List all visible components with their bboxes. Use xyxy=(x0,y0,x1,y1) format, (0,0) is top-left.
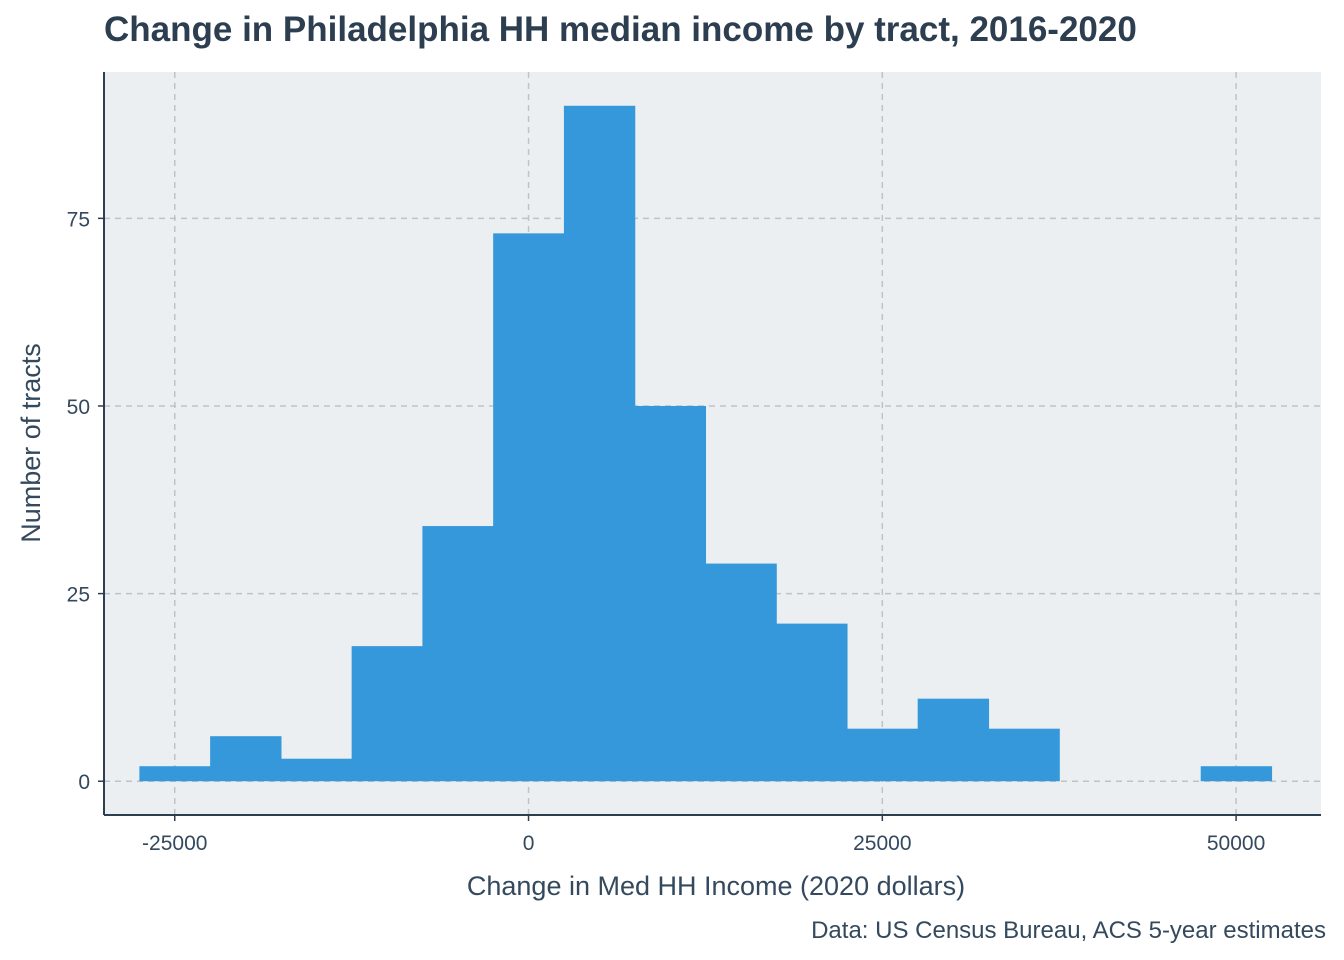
y-tick-label: 0 xyxy=(78,771,90,794)
histogram-bar xyxy=(422,526,494,782)
x-axis-title: Change in Med HH Income (2020 dollars) xyxy=(467,871,965,901)
chart-title: Change in Philadelphia HH median income … xyxy=(104,10,1137,49)
histogram-bars xyxy=(139,105,1273,782)
histogram-bar xyxy=(1200,766,1273,782)
y-tick-label: 25 xyxy=(67,584,90,607)
y-tick-label: 75 xyxy=(67,208,90,231)
histogram-bar xyxy=(280,758,353,782)
histogram-bar xyxy=(139,766,211,782)
histogram-bar xyxy=(988,728,1060,782)
histogram-bar xyxy=(776,623,848,782)
histogram-bar xyxy=(493,233,565,782)
histogram-bar xyxy=(351,646,424,782)
y-tick-label: 50 xyxy=(67,396,90,419)
y-axis-title: Number of tracts xyxy=(16,343,46,543)
histogram-bar xyxy=(563,105,636,782)
caption: Data: US Census Bureau, ACS 5-year estim… xyxy=(811,917,1326,944)
histogram-bar xyxy=(705,563,777,782)
histogram-bar xyxy=(846,728,919,782)
histogram-bar xyxy=(210,736,282,782)
x-tick-label: -25000 xyxy=(142,832,207,855)
histogram-bar xyxy=(917,698,990,782)
histogram-bar xyxy=(634,405,707,782)
x-tick-label: 25000 xyxy=(853,832,911,855)
x-tick-label: 0 xyxy=(523,832,535,855)
x-tick-label: 50000 xyxy=(1207,832,1265,855)
axis-ticks: -25000 0 25000 50000 0 25 50 75 xyxy=(67,208,1266,855)
